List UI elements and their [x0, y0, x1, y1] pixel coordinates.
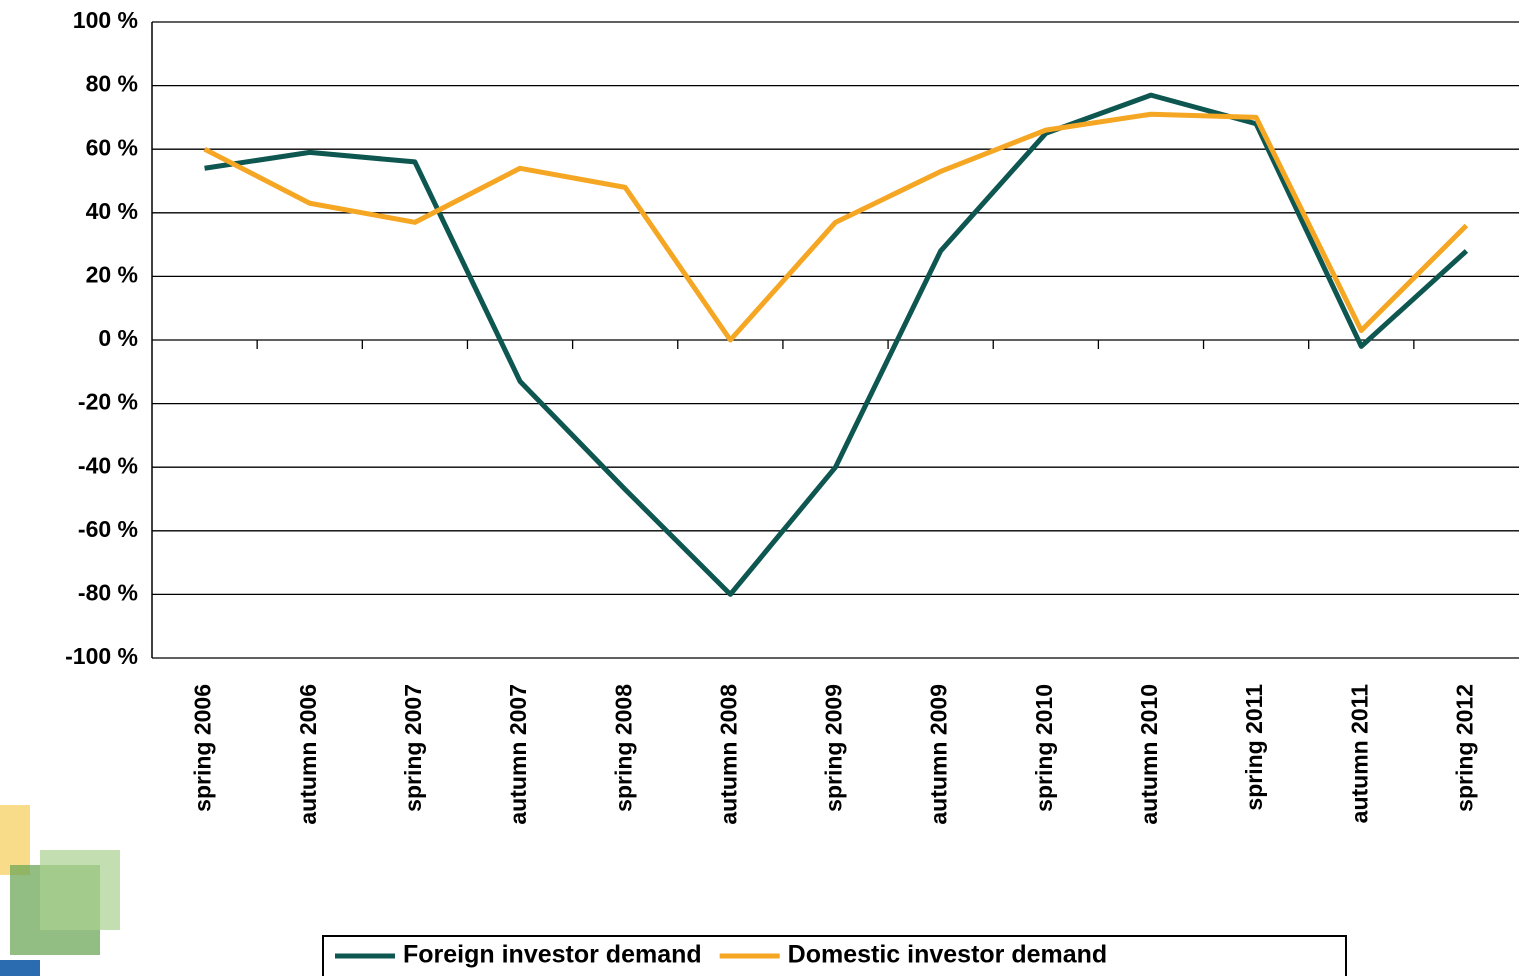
x-tick-label: spring 2007	[400, 684, 426, 812]
x-tick-label: spring 2009	[821, 684, 847, 812]
legend-label: Foreign investor demand	[403, 941, 702, 969]
y-tick-label: 80 %	[86, 71, 138, 97]
legend-label: Domestic investor demand	[788, 941, 1108, 969]
x-tick-label: autumn 2008	[715, 684, 741, 825]
y-tick-label: 60 %	[86, 134, 138, 160]
y-tick-label: -60 %	[78, 516, 138, 542]
legend-box	[322, 935, 1347, 976]
x-tick-label: autumn 2010	[1136, 684, 1162, 825]
y-tick-label: -80 %	[78, 579, 138, 605]
x-tick-label: autumn 2009	[926, 684, 952, 825]
x-tick-label: spring 2012	[1452, 684, 1478, 812]
series-line	[204, 92, 1469, 597]
x-tick-label: autumn 2006	[295, 684, 321, 825]
logo	[0, 805, 120, 976]
x-tick-label: spring 2008	[610, 684, 636, 812]
series-line	[203, 111, 1469, 343]
x-tick-label: autumn 2011	[1346, 684, 1372, 824]
x-tick-label: autumn 2007	[505, 684, 531, 825]
x-tick-label: spring 2006	[190, 684, 216, 812]
x-tick-label: spring 2011	[1241, 684, 1267, 811]
y-tick-label: 40 %	[86, 198, 138, 224]
y-tick-label: -20 %	[78, 389, 138, 415]
y-tick-label: 0 %	[98, 325, 138, 351]
y-tick-label: -40 %	[78, 452, 138, 478]
y-tick-label: -100 %	[65, 643, 138, 669]
x-tick-label: spring 2010	[1031, 684, 1057, 812]
y-tick-label: 20 %	[86, 261, 138, 287]
y-tick-label: 100 %	[73, 7, 138, 33]
